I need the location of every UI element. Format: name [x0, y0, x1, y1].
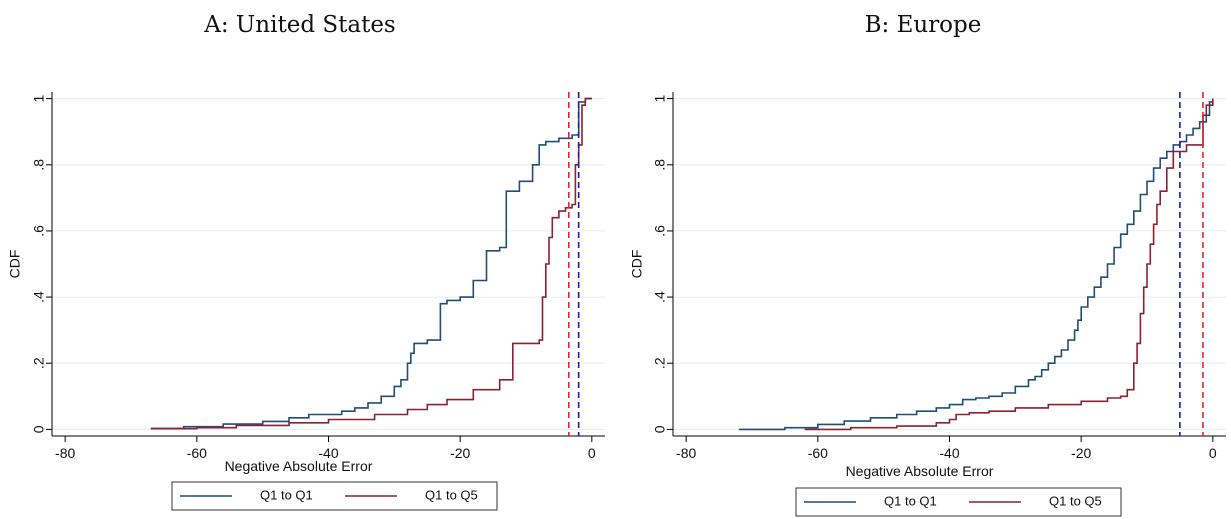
panel-a-legend-label: Q1 to Q1 [260, 487, 313, 502]
panel-a-series-q1-to-q5-line [150, 97, 592, 430]
panel-a-y-tick-label: 0 [31, 425, 47, 433]
panel-b-series-q1-to-q5-line [804, 98, 1214, 431]
panel-a-y-tick-label: .8 [31, 159, 47, 171]
panel-a-legend-box [171, 481, 498, 511]
panel-b-x-axis-label: Negative Absolute Error [846, 463, 994, 479]
panel-b-x-tick-label: -60 [808, 445, 828, 461]
panel-b-legend-label: Q1 to Q5 [1049, 493, 1102, 508]
panel-b-series-q1-to-q1-line [738, 98, 1214, 431]
panel-a-y-tick-label: .6 [31, 225, 47, 237]
panel-a-x-tick-label: 0 [588, 445, 596, 461]
panel-b-y-axis-label: CDF [629, 250, 645, 279]
panel-b-x-tick-label: 0 [1209, 445, 1217, 461]
panel-a-y-tick-label: .2 [31, 357, 47, 369]
panel-a-title: A: United States [204, 12, 396, 38]
panel-b-y-tick-label: .8 [652, 159, 668, 171]
panel-a-x-tick-label: -40 [318, 445, 338, 461]
panel-b-y-tick-label: .2 [652, 357, 668, 369]
panel-b-y-tick-label: 1 [652, 95, 668, 103]
panel-a-plot: -80 -60 -40 -20 0 0 .2 .4 .6 .8 1 Negative Absolute… [7, 92, 605, 511]
panel-b-title: B: Europe [864, 12, 982, 38]
panel-a-x-axis-label: Negative Absolute Error [225, 458, 373, 474]
panel-a-legend-label: Q1 to Q5 [425, 487, 478, 502]
panel-a-x-tick-label: -80 [55, 445, 75, 461]
panel-b-x-tick-label: -80 [676, 445, 696, 461]
panel-a-x-tick-label: -60 [187, 445, 207, 461]
panel-a-y-tick-label: 1 [31, 95, 47, 103]
panel-b-x-tick-label: -20 [1071, 445, 1091, 461]
panel-b-legend-label: Q1 to Q1 [884, 493, 937, 508]
panel-b-y-tick-label: .6 [652, 225, 668, 237]
panel-a-series-q1-to-q1-line [150, 97, 592, 430]
panel-b-plot: -80 -60 -40 -20 0 0 .2 .4 .6 .8 1 Negative Absolute… [629, 92, 1226, 517]
panel-a-y-axis-label: CDF [7, 250, 23, 279]
panel-b-y-tick-label: 0 [652, 425, 668, 433]
panel-a-y-tick-label: .4 [31, 291, 47, 303]
panel-a-x-tick-label: -20 [450, 445, 470, 461]
panel-b-x-tick-label: -40 [939, 445, 959, 461]
panel-b-y-tick-label: .4 [652, 291, 668, 303]
